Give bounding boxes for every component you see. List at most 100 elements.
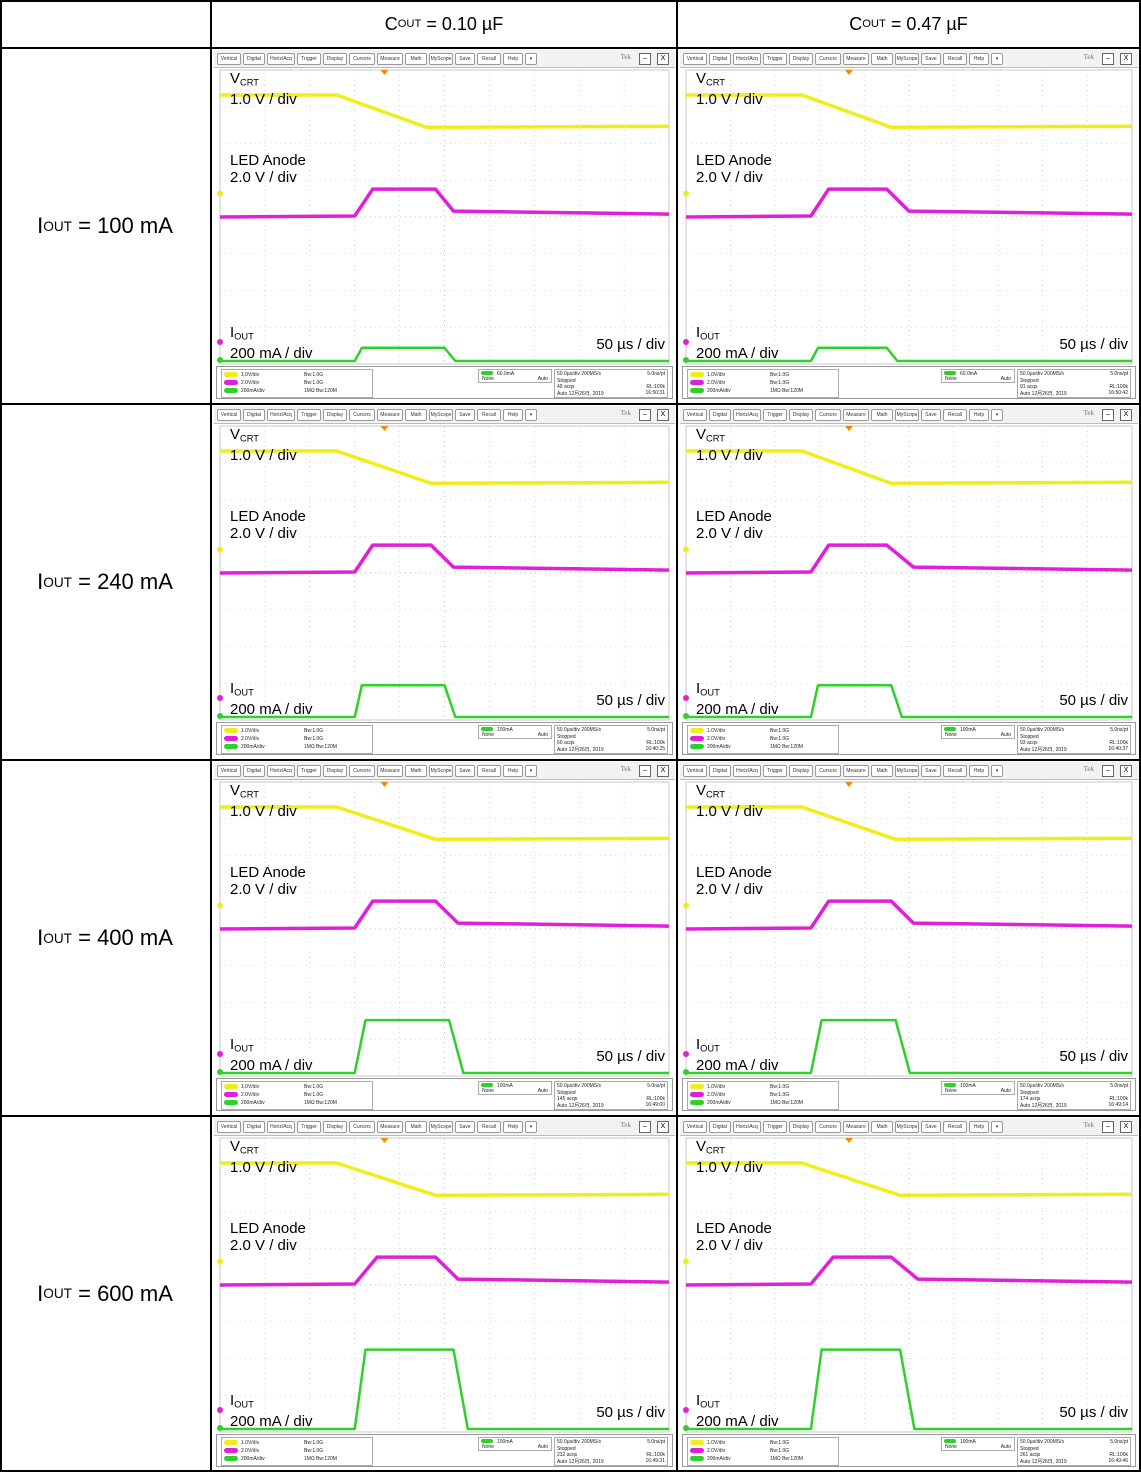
scope-menu-cursors-button[interactable]: Cursors: [815, 53, 841, 65]
channel-row[interactable]: 1.0V/div Bw:1.0G: [224, 727, 323, 734]
scope-menu-digital-button[interactable]: Digital: [243, 409, 265, 421]
scope-menu-trigger-button[interactable]: Trigger: [763, 1121, 787, 1133]
channel-row[interactable]: 2.0V/div Bw:1.0G: [690, 1447, 789, 1454]
minimize-button[interactable]: –: [1102, 1121, 1114, 1133]
scope-menu-cursors-button[interactable]: Cursors: [815, 1121, 841, 1133]
acquisition-settings[interactable]: 50.0µs/div 200MS/s 5.0ns/pt Stopped 145 acq…: [554, 1081, 668, 1110]
scope-menu-vertical-button[interactable]: Vertical: [217, 765, 241, 777]
scope-menu-horizacq-button[interactable]: Horiz/Acq: [267, 1121, 295, 1133]
scope-menu-math-button[interactable]: Math: [871, 409, 893, 421]
trigger-settings[interactable]: 100mA None Auto: [478, 725, 552, 739]
scope-menu-more-button[interactable]: ▾: [525, 409, 537, 421]
scope-menu-more-button[interactable]: ▾: [991, 765, 1003, 777]
scope-menu-myscope-button[interactable]: MyScope: [429, 53, 453, 65]
close-button[interactable]: X: [657, 409, 669, 421]
scope-menu-cursors-button[interactable]: Cursors: [815, 409, 841, 421]
scope-menu-help-button[interactable]: Help: [969, 409, 989, 421]
close-button[interactable]: X: [1120, 53, 1132, 65]
scope-menu-trigger-button[interactable]: Trigger: [297, 765, 321, 777]
scope-menu-measure-button[interactable]: Measure: [843, 1121, 869, 1133]
acquisition-settings[interactable]: 50.0µs/div 200MS/s 5.0ns/pt Stopped 174 acq…: [1017, 1081, 1131, 1110]
channel-row[interactable]: 200mA/div 1MΩ Bw:120M: [224, 1099, 337, 1106]
acquisition-settings[interactable]: 50.0µs/div 200MS/s 5.0ns/pt Stopped 93 acqs…: [1017, 725, 1131, 754]
scope-menu-help-button[interactable]: Help: [503, 409, 523, 421]
channel-row[interactable]: 200mA/div 1MΩ Bw:120M: [690, 387, 803, 394]
scope-menu-display-button[interactable]: Display: [789, 409, 813, 421]
scope-menu-measure-button[interactable]: Measure: [377, 53, 403, 65]
scope-menu-trigger-button[interactable]: Trigger: [763, 765, 787, 777]
channel-row[interactable]: 2.0V/div Bw:1.0G: [224, 735, 323, 742]
acquisition-settings[interactable]: 50.0µs/div 200MS/s 5.0ns/pt Stopped 232 acq…: [554, 1437, 668, 1466]
trigger-settings[interactable]: 100mA None Auto: [478, 1081, 552, 1095]
scope-menu-measure-button[interactable]: Measure: [377, 409, 403, 421]
scope-menu-help-button[interactable]: Help: [503, 53, 523, 65]
scope-menu-trigger-button[interactable]: Trigger: [763, 409, 787, 421]
scope-menu-more-button[interactable]: ▾: [991, 409, 1003, 421]
scope-menu-horizacq-button[interactable]: Horiz/Acq: [733, 1121, 761, 1133]
trigger-settings[interactable]: 60.0mA None Auto: [478, 369, 552, 383]
scope-menu-vertical-button[interactable]: Vertical: [683, 765, 707, 777]
channel-row[interactable]: 1.0V/div Bw:1.0G: [224, 371, 323, 378]
scope-menu-recall-button[interactable]: Recall: [943, 53, 967, 65]
scope-menu-save-button[interactable]: Save: [921, 53, 941, 65]
acquisition-settings[interactable]: 50.0µs/div 200MS/s 5.0ns/pt Stopped 60 acqs…: [554, 725, 668, 754]
scope-menu-measure-button[interactable]: Measure: [377, 765, 403, 777]
trigger-settings[interactable]: 100mA None Auto: [478, 1437, 552, 1451]
trigger-settings[interactable]: 100mA None Auto: [941, 1437, 1015, 1451]
scope-menu-digital-button[interactable]: Digital: [243, 53, 265, 65]
channel-row[interactable]: 1.0V/div Bw:1.0G: [690, 1083, 789, 1090]
scope-menu-display-button[interactable]: Display: [323, 765, 347, 777]
scope-menu-vertical-button[interactable]: Vertical: [683, 1121, 707, 1133]
close-button[interactable]: X: [657, 53, 669, 65]
minimize-button[interactable]: –: [1102, 765, 1114, 777]
scope-menu-measure-button[interactable]: Measure: [843, 409, 869, 421]
scope-menu-digital-button[interactable]: Digital: [243, 765, 265, 777]
channel-row[interactable]: 2.0V/div Bw:1.0G: [690, 379, 789, 386]
scope-menu-more-button[interactable]: ▾: [525, 765, 537, 777]
scope-menu-save-button[interactable]: Save: [455, 765, 475, 777]
acquisition-settings[interactable]: 50.0µs/div 200MS/s 5.0ns/pt Stopped 49 acqs…: [554, 369, 668, 398]
minimize-button[interactable]: –: [639, 409, 651, 421]
scope-menu-recall-button[interactable]: Recall: [943, 1121, 967, 1133]
channel-row[interactable]: 2.0V/div Bw:1.0G: [224, 1447, 323, 1454]
scope-menu-more-button[interactable]: ▾: [991, 53, 1003, 65]
channel-row[interactable]: 200mA/div 1MΩ Bw:120M: [690, 743, 803, 750]
scope-menu-trigger-button[interactable]: Trigger: [297, 1121, 321, 1133]
trigger-settings[interactable]: 100mA None Auto: [941, 1081, 1015, 1095]
scope-menu-help-button[interactable]: Help: [969, 765, 989, 777]
scope-menu-vertical-button[interactable]: Vertical: [683, 409, 707, 421]
scope-menu-horizacq-button[interactable]: Horiz/Acq: [267, 53, 295, 65]
scope-menu-horizacq-button[interactable]: Horiz/Acq: [733, 409, 761, 421]
scope-menu-save-button[interactable]: Save: [455, 1121, 475, 1133]
channel-row[interactable]: 2.0V/div Bw:1.0G: [690, 1091, 789, 1098]
scope-menu-math-button[interactable]: Math: [405, 409, 427, 421]
scope-menu-vertical-button[interactable]: Vertical: [217, 1121, 241, 1133]
scope-menu-help-button[interactable]: Help: [969, 1121, 989, 1133]
scope-menu-save-button[interactable]: Save: [921, 1121, 941, 1133]
scope-menu-trigger-button[interactable]: Trigger: [297, 409, 321, 421]
scope-menu-math-button[interactable]: Math: [871, 765, 893, 777]
channel-row[interactable]: 200mA/div 1MΩ Bw:120M: [224, 387, 337, 394]
scope-menu-measure-button[interactable]: Measure: [377, 1121, 403, 1133]
scope-menu-math-button[interactable]: Math: [405, 1121, 427, 1133]
scope-menu-horizacq-button[interactable]: Horiz/Acq: [267, 765, 295, 777]
scope-menu-save-button[interactable]: Save: [455, 53, 475, 65]
scope-menu-digital-button[interactable]: Digital: [709, 765, 731, 777]
scope-menu-myscope-button[interactable]: MyScope: [895, 765, 919, 777]
scope-menu-math-button[interactable]: Math: [405, 53, 427, 65]
scope-menu-math-button[interactable]: Math: [871, 1121, 893, 1133]
scope-menu-display-button[interactable]: Display: [789, 765, 813, 777]
close-button[interactable]: X: [1120, 1121, 1132, 1133]
scope-menu-horizacq-button[interactable]: Horiz/Acq: [733, 765, 761, 777]
trigger-settings[interactable]: 60.0mA None Auto: [941, 369, 1015, 383]
scope-menu-math-button[interactable]: Math: [871, 53, 893, 65]
scope-menu-digital-button[interactable]: Digital: [709, 409, 731, 421]
channel-row[interactable]: 2.0V/div Bw:1.0G: [224, 1091, 323, 1098]
scope-menu-recall-button[interactable]: Recall: [477, 1121, 501, 1133]
acquisition-settings[interactable]: 50.0µs/div 200MS/s 5.0ns/pt Stopped 261 acq…: [1017, 1437, 1131, 1466]
channel-row[interactable]: 2.0V/div Bw:1.0G: [224, 379, 323, 386]
scope-menu-myscope-button[interactable]: MyScope: [895, 409, 919, 421]
scope-menu-myscope-button[interactable]: MyScope: [429, 765, 453, 777]
scope-menu-myscope-button[interactable]: MyScope: [429, 1121, 453, 1133]
acquisition-settings[interactable]: 50.0µs/div 200MS/s 5.0ns/pt Stopped 91 acqs…: [1017, 369, 1131, 398]
